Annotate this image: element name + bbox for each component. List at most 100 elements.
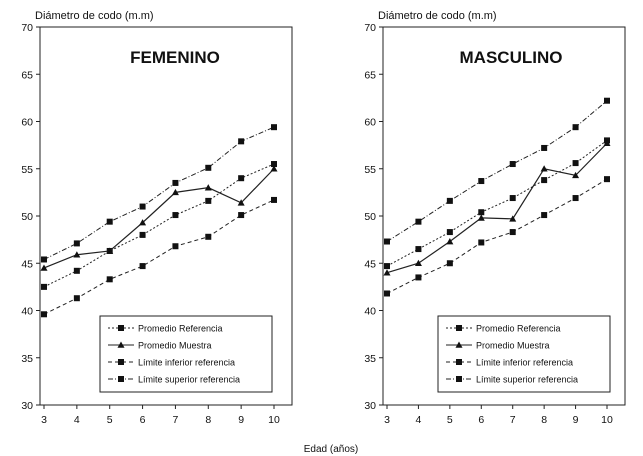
data-point xyxy=(478,239,485,246)
data-point xyxy=(204,184,212,191)
series-promedio-referencia xyxy=(41,161,277,290)
chart-panel-femenino: Diámetro de codo (m.m)FEMENINO3035404550… xyxy=(21,10,293,426)
data-point xyxy=(415,274,422,281)
data-point xyxy=(446,229,453,236)
x-tick-label: 8 xyxy=(541,414,547,426)
data-point xyxy=(41,256,47,263)
y-tick-label: 70 xyxy=(21,22,33,34)
data-point xyxy=(415,246,422,253)
y-tick-label: 60 xyxy=(364,117,376,129)
data-point xyxy=(603,139,611,147)
series-line xyxy=(386,178,608,294)
data-point xyxy=(446,260,453,267)
legend-label: Promedio Referencia xyxy=(476,324,561,334)
data-point xyxy=(238,175,245,182)
legend: Promedio Referencia Promedio Muestra Límit… xyxy=(99,315,273,393)
x-tick-label: 7 xyxy=(510,414,516,426)
data-point xyxy=(139,203,146,210)
data-point xyxy=(238,138,245,145)
x-tick-label: 6 xyxy=(478,414,484,426)
series-line xyxy=(43,199,275,315)
legend-swatch-marker xyxy=(118,359,124,365)
data-point xyxy=(237,199,245,206)
legend-swatch-marker xyxy=(456,325,462,331)
series-line xyxy=(386,142,608,274)
legend-swatch-marker xyxy=(455,341,463,348)
legend-label: Límite inferior referencia xyxy=(138,358,235,368)
data-point xyxy=(41,311,47,318)
data-point xyxy=(478,209,485,216)
y-tick-label: 45 xyxy=(364,258,376,270)
data-point xyxy=(604,176,610,183)
x-tick-label: 3 xyxy=(41,414,47,426)
y-tick-label: 35 xyxy=(364,353,376,365)
legend-swatch-marker xyxy=(117,341,125,348)
y-tick-label: 35 xyxy=(21,353,33,365)
x-tick-label: 8 xyxy=(205,414,211,426)
data-point xyxy=(106,218,113,225)
series-limite-superior-referencia xyxy=(41,124,277,263)
panel-title: FEMENINO xyxy=(130,48,220,67)
series-line xyxy=(386,100,608,242)
y-tick-label: 55 xyxy=(21,164,33,176)
series-promedio-referencia xyxy=(384,137,610,270)
legend-label: Límite superior referencia xyxy=(138,375,240,385)
legend-label: Promedio Muestra xyxy=(476,341,550,351)
data-point xyxy=(604,97,610,104)
data-point xyxy=(509,215,517,222)
x-tick-label: 7 xyxy=(173,414,179,426)
x-tick-label: 4 xyxy=(416,414,422,426)
x-tick-label: 5 xyxy=(107,414,113,426)
data-point xyxy=(41,283,47,290)
data-point xyxy=(73,295,80,302)
data-point xyxy=(172,179,179,186)
legend-label: Límite superior referencia xyxy=(476,375,578,385)
series-line xyxy=(386,139,608,267)
y-axis-title: Diámetro de codo (m.m) xyxy=(378,10,497,22)
y-tick-label: 70 xyxy=(364,22,376,34)
data-point xyxy=(73,267,80,274)
data-point xyxy=(541,177,548,184)
y-tick-label: 30 xyxy=(364,400,376,412)
data-point xyxy=(509,229,516,236)
data-point xyxy=(106,247,114,254)
x-tick-label: 5 xyxy=(447,414,453,426)
y-tick-label: 45 xyxy=(21,258,33,270)
y-tick-label: 30 xyxy=(21,400,33,412)
data-point xyxy=(478,178,485,185)
data-point xyxy=(446,238,454,245)
data-point xyxy=(205,164,212,171)
data-point xyxy=(509,195,516,202)
series-promedio-muestra xyxy=(383,139,611,276)
data-point xyxy=(205,197,212,204)
y-tick-label: 55 xyxy=(364,164,376,176)
legend-swatch-marker xyxy=(456,376,462,382)
series-line xyxy=(43,126,275,260)
data-point xyxy=(270,165,278,172)
data-point xyxy=(271,124,277,131)
x-tick-label: 4 xyxy=(74,414,80,426)
data-point xyxy=(139,263,146,270)
x-tick-label: 10 xyxy=(268,414,280,426)
y-axis-title: Diámetro de codo (m.m) xyxy=(35,10,154,22)
x-axis-title: Edad (años) xyxy=(304,444,358,455)
chart-panel-masculino: Diámetro de codo (m.m)MASCULINO303540455… xyxy=(364,10,626,426)
series-limite-inferior-referencia xyxy=(384,176,610,297)
data-point xyxy=(384,290,390,297)
data-point xyxy=(172,212,179,219)
y-tick-label: 60 xyxy=(21,117,33,129)
data-point xyxy=(541,144,548,151)
y-tick-label: 50 xyxy=(21,211,33,223)
legend-label: Promedio Referencia xyxy=(138,324,223,334)
series-limite-superior-referencia xyxy=(384,97,610,245)
panel-title: MASCULINO xyxy=(460,48,563,67)
legend-label: Límite inferior referencia xyxy=(476,358,573,368)
x-tick-label: 6 xyxy=(140,414,146,426)
data-point xyxy=(572,171,580,179)
data-point xyxy=(73,240,80,247)
data-point xyxy=(384,263,390,270)
legend: Promedio Referencia Promedio Muestra Límit… xyxy=(437,315,611,393)
data-point xyxy=(509,161,516,168)
data-point xyxy=(171,188,179,196)
